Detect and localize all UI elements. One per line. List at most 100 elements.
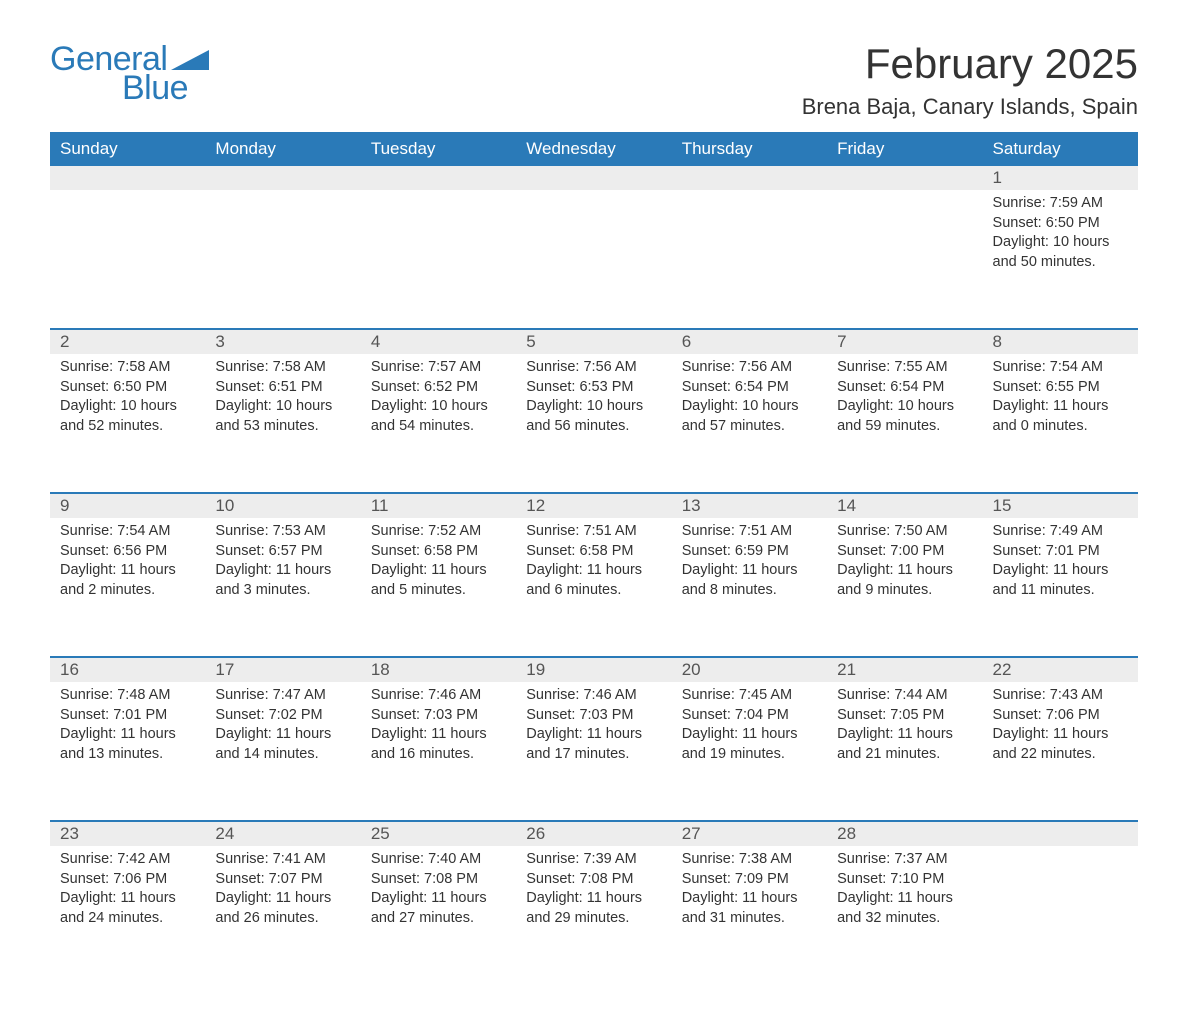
sunrise-text: Sunrise: 7:39 AM <box>526 850 661 870</box>
sunset-text: Sunset: 7:06 PM <box>993 706 1128 726</box>
week-body-row: Sunrise: 7:48 AMSunset: 7:01 PMDaylight:… <box>50 682 1138 820</box>
day-body: Sunrise: 7:39 AMSunset: 7:08 PMDaylight:… <box>516 846 671 936</box>
daylight-text: Daylight: 11 hours and 29 minutes. <box>526 889 661 928</box>
day-body: Sunrise: 7:45 AMSunset: 7:04 PMDaylight:… <box>672 682 827 772</box>
week-daynum-row: 1 <box>50 166 1138 190</box>
day-number <box>827 166 982 190</box>
day-body: Sunrise: 7:57 AMSunset: 6:52 PMDaylight:… <box>361 354 516 444</box>
day-body: Sunrise: 7:54 AMSunset: 6:56 PMDaylight:… <box>50 518 205 608</box>
weekday-header-row: SundayMondayTuesdayWednesdayThursdayFrid… <box>50 132 1138 166</box>
weekday-header: Monday <box>205 132 360 166</box>
day-number <box>50 166 205 190</box>
day-body: Sunrise: 7:56 AMSunset: 6:54 PMDaylight:… <box>672 354 827 444</box>
day-number: 18 <box>361 658 516 682</box>
sunset-text: Sunset: 6:58 PM <box>526 542 661 562</box>
sunrise-text: Sunrise: 7:46 AM <box>526 686 661 706</box>
day-number: 26 <box>516 822 671 846</box>
sunset-text: Sunset: 7:01 PM <box>993 542 1128 562</box>
sunset-text: Sunset: 7:07 PM <box>215 870 350 890</box>
sunset-text: Sunset: 7:08 PM <box>371 870 506 890</box>
day-number: 25 <box>361 822 516 846</box>
day-body <box>205 190 360 202</box>
daylight-text: Daylight: 11 hours and 2 minutes. <box>60 561 195 600</box>
sunrise-text: Sunrise: 7:49 AM <box>993 522 1128 542</box>
week-daynum-row: 9101112131415 <box>50 494 1138 518</box>
day-body: Sunrise: 7:55 AMSunset: 6:54 PMDaylight:… <box>827 354 982 444</box>
day-body: Sunrise: 7:46 AMSunset: 7:03 PMDaylight:… <box>361 682 516 772</box>
daylight-text: Daylight: 11 hours and 3 minutes. <box>215 561 350 600</box>
day-body: Sunrise: 7:38 AMSunset: 7:09 PMDaylight:… <box>672 846 827 936</box>
day-body <box>516 190 671 202</box>
day-body: Sunrise: 7:37 AMSunset: 7:10 PMDaylight:… <box>827 846 982 936</box>
sunrise-text: Sunrise: 7:46 AM <box>371 686 506 706</box>
sunrise-text: Sunrise: 7:51 AM <box>526 522 661 542</box>
daylight-text: Daylight: 11 hours and 27 minutes. <box>371 889 506 928</box>
sunset-text: Sunset: 7:05 PM <box>837 706 972 726</box>
week-body-row: Sunrise: 7:58 AMSunset: 6:50 PMDaylight:… <box>50 354 1138 492</box>
sunrise-text: Sunrise: 7:54 AM <box>60 522 195 542</box>
sunrise-text: Sunrise: 7:42 AM <box>60 850 195 870</box>
sunset-text: Sunset: 6:56 PM <box>60 542 195 562</box>
sunrise-text: Sunrise: 7:40 AM <box>371 850 506 870</box>
week-body-row: Sunrise: 7:59 AMSunset: 6:50 PMDaylight:… <box>50 190 1138 328</box>
day-number: 28 <box>827 822 982 846</box>
day-number: 8 <box>983 330 1138 354</box>
weekday-header: Thursday <box>672 132 827 166</box>
daylight-text: Daylight: 11 hours and 13 minutes. <box>60 725 195 764</box>
daylight-text: Daylight: 11 hours and 31 minutes. <box>682 889 817 928</box>
sunrise-text: Sunrise: 7:57 AM <box>371 358 506 378</box>
sunrise-text: Sunrise: 7:43 AM <box>993 686 1128 706</box>
day-body: Sunrise: 7:40 AMSunset: 7:08 PMDaylight:… <box>361 846 516 936</box>
sunrise-text: Sunrise: 7:41 AM <box>215 850 350 870</box>
day-number: 5 <box>516 330 671 354</box>
day-body <box>983 846 1138 858</box>
sunset-text: Sunset: 7:06 PM <box>60 870 195 890</box>
day-number <box>983 822 1138 846</box>
day-number <box>516 166 671 190</box>
day-body <box>361 190 516 202</box>
day-number: 7 <box>827 330 982 354</box>
sunrise-text: Sunrise: 7:56 AM <box>682 358 817 378</box>
sunset-text: Sunset: 6:50 PM <box>60 378 195 398</box>
sunset-text: Sunset: 6:55 PM <box>993 378 1128 398</box>
weekday-header: Sunday <box>50 132 205 166</box>
logo-wedge-icon <box>171 50 209 70</box>
weekday-header: Friday <box>827 132 982 166</box>
sunrise-text: Sunrise: 7:55 AM <box>837 358 972 378</box>
day-number: 11 <box>361 494 516 518</box>
day-body: Sunrise: 7:42 AMSunset: 7:06 PMDaylight:… <box>50 846 205 936</box>
day-body: Sunrise: 7:46 AMSunset: 7:03 PMDaylight:… <box>516 682 671 772</box>
sunrise-text: Sunrise: 7:37 AM <box>837 850 972 870</box>
location: Brena Baja, Canary Islands, Spain <box>802 94 1138 120</box>
calendar-body: 1Sunrise: 7:59 AMSunset: 6:50 PMDaylight… <box>50 166 1138 984</box>
daylight-text: Daylight: 11 hours and 19 minutes. <box>682 725 817 764</box>
day-number: 20 <box>672 658 827 682</box>
calendar-table: SundayMondayTuesdayWednesdayThursdayFrid… <box>50 132 1138 984</box>
sunrise-text: Sunrise: 7:51 AM <box>682 522 817 542</box>
day-body: Sunrise: 7:58 AMSunset: 6:51 PMDaylight:… <box>205 354 360 444</box>
day-body <box>50 190 205 202</box>
sunset-text: Sunset: 7:03 PM <box>371 706 506 726</box>
sunset-text: Sunset: 6:57 PM <box>215 542 350 562</box>
day-body: Sunrise: 7:44 AMSunset: 7:05 PMDaylight:… <box>827 682 982 772</box>
daylight-text: Daylight: 11 hours and 14 minutes. <box>215 725 350 764</box>
daylight-text: Daylight: 10 hours and 54 minutes. <box>371 397 506 436</box>
daylight-text: Daylight: 11 hours and 22 minutes. <box>993 725 1128 764</box>
sunrise-text: Sunrise: 7:50 AM <box>837 522 972 542</box>
daylight-text: Daylight: 11 hours and 17 minutes. <box>526 725 661 764</box>
logo: General Blue <box>50 40 209 108</box>
sunrise-text: Sunrise: 7:52 AM <box>371 522 506 542</box>
daylight-text: Daylight: 11 hours and 24 minutes. <box>60 889 195 928</box>
day-body: Sunrise: 7:52 AMSunset: 6:58 PMDaylight:… <box>361 518 516 608</box>
sunset-text: Sunset: 6:54 PM <box>837 378 972 398</box>
day-body: Sunrise: 7:48 AMSunset: 7:01 PMDaylight:… <box>50 682 205 772</box>
day-body: Sunrise: 7:51 AMSunset: 6:58 PMDaylight:… <box>516 518 671 608</box>
month-title: February 2025 <box>802 40 1138 88</box>
day-number: 16 <box>50 658 205 682</box>
day-body: Sunrise: 7:49 AMSunset: 7:01 PMDaylight:… <box>983 518 1138 608</box>
sunrise-text: Sunrise: 7:59 AM <box>993 194 1128 214</box>
day-number: 12 <box>516 494 671 518</box>
daylight-text: Daylight: 11 hours and 6 minutes. <box>526 561 661 600</box>
weekday-header: Saturday <box>983 132 1138 166</box>
sunset-text: Sunset: 6:58 PM <box>371 542 506 562</box>
